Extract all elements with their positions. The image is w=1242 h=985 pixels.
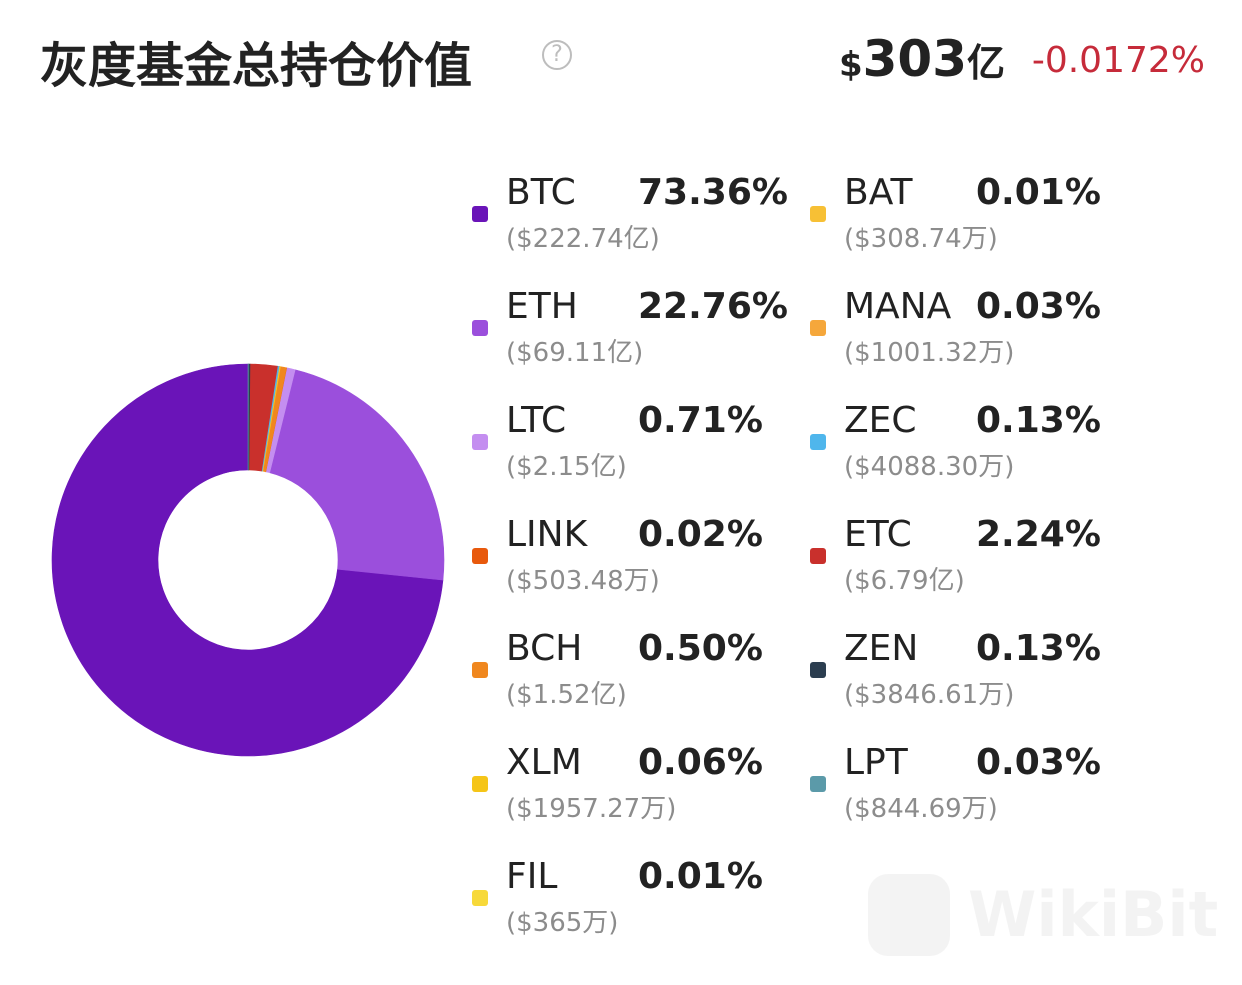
legend-percent: 73.36% bbox=[638, 172, 788, 213]
legend-value: ($1001.32万) bbox=[844, 338, 1015, 368]
legend-item-lpt[interactable]: LPT 0.03% ($844.69万) bbox=[810, 742, 1130, 824]
question-circle-icon[interactable]: ? bbox=[542, 40, 572, 70]
legend-symbol: BTC bbox=[506, 172, 576, 213]
legend-swatch bbox=[810, 320, 826, 336]
legend-item-xlm[interactable]: XLM 0.06% ($1957.27万) bbox=[472, 742, 792, 824]
legend-value: ($503.48万) bbox=[506, 566, 660, 596]
total-value: $303亿 bbox=[839, 30, 1005, 88]
legend-item-mana[interactable]: MANA 0.03% ($1001.32万) bbox=[810, 286, 1130, 368]
legend-swatch bbox=[810, 548, 826, 564]
legend-value: ($3846.61万) bbox=[844, 680, 1015, 710]
legend-item-bch[interactable]: BCH 0.50% ($1.52亿) bbox=[472, 628, 792, 710]
legend-item-etc[interactable]: ETC 2.24% ($6.79亿) bbox=[810, 514, 1130, 596]
legend-swatch bbox=[472, 434, 488, 450]
legend-percent: 0.06% bbox=[638, 742, 763, 783]
wikibit-logo-icon bbox=[868, 874, 950, 956]
legend-symbol: FIL bbox=[506, 856, 558, 897]
legend-swatch bbox=[472, 206, 488, 222]
legend-swatch bbox=[472, 548, 488, 564]
legend-percent: 22.76% bbox=[638, 286, 788, 327]
legend-item-btc[interactable]: BTC 73.36% ($222.74亿) bbox=[472, 172, 792, 254]
legend-symbol: ETH bbox=[506, 286, 578, 327]
legend-value: ($2.15亿) bbox=[506, 452, 627, 482]
legend-item-ltc[interactable]: LTC 0.71% ($2.15亿) bbox=[472, 400, 792, 482]
legend-swatch bbox=[810, 776, 826, 792]
legend-item-eth[interactable]: ETH 22.76% ($69.11亿) bbox=[472, 286, 792, 368]
legend-value: ($69.11亿) bbox=[506, 338, 644, 368]
legend-swatch bbox=[472, 662, 488, 678]
legend-item-zen[interactable]: ZEN 0.13% ($3846.61万) bbox=[810, 628, 1130, 710]
legend-swatch bbox=[472, 776, 488, 792]
legend-percent: 0.03% bbox=[976, 286, 1101, 327]
legend-value: ($6.79亿) bbox=[844, 566, 965, 596]
legend-percent: 0.01% bbox=[976, 172, 1101, 213]
legend-symbol: BAT bbox=[844, 172, 913, 213]
legend-percent: 0.71% bbox=[638, 400, 763, 441]
legend-percent: 0.03% bbox=[976, 742, 1101, 783]
total-currency: $ bbox=[838, 45, 863, 85]
donut-slice-eth[interactable] bbox=[269, 369, 445, 581]
legend-item-fil[interactable]: FIL 0.01% ($365万) bbox=[472, 856, 792, 938]
change-percent: -0.0172% bbox=[1031, 40, 1205, 81]
legend-symbol: BCH bbox=[506, 628, 583, 669]
legend-swatch bbox=[810, 206, 826, 222]
header: 灰度基金总持仓价值 ? $303亿 -0.0172% bbox=[40, 22, 1205, 94]
legend-value: ($308.74万) bbox=[844, 224, 998, 254]
page-title: 灰度基金总持仓价值 bbox=[40, 38, 473, 94]
donut-slice-btc[interactable] bbox=[51, 363, 444, 757]
legend-value: ($222.74亿) bbox=[506, 224, 660, 254]
legend-symbol: LINK bbox=[506, 514, 588, 555]
legend-swatch bbox=[472, 320, 488, 336]
legend-symbol: LTC bbox=[506, 400, 567, 441]
legend-percent: 2.24% bbox=[976, 514, 1101, 555]
legend-symbol: ZEC bbox=[844, 400, 917, 441]
legend-swatch bbox=[810, 434, 826, 450]
legend-symbol: XLM bbox=[506, 742, 582, 783]
legend-value: ($4088.30万) bbox=[844, 452, 1015, 482]
legend-percent: 0.02% bbox=[638, 514, 763, 555]
legend-percent: 0.13% bbox=[976, 400, 1101, 441]
legend-item-bat[interactable]: BAT 0.01% ($308.74万) bbox=[810, 172, 1130, 254]
legend-percent: 0.01% bbox=[638, 856, 763, 897]
legend-item-zec[interactable]: ZEC 0.13% ($4088.30万) bbox=[810, 400, 1130, 482]
legend-value: ($844.69万) bbox=[844, 794, 998, 824]
donut-chart bbox=[51, 363, 445, 757]
legend-value: ($1957.27万) bbox=[506, 794, 677, 824]
watermark-text: WikiBit bbox=[968, 878, 1219, 951]
legend-swatch bbox=[810, 662, 826, 678]
legend-percent: 0.50% bbox=[638, 628, 763, 669]
legend-value: ($365万) bbox=[506, 908, 619, 938]
legend-item-link[interactable]: LINK 0.02% ($503.48万) bbox=[472, 514, 792, 596]
legend-symbol: MANA bbox=[844, 286, 952, 327]
legend-symbol: ETC bbox=[844, 514, 912, 555]
watermark: WikiBit bbox=[868, 870, 1228, 960]
legend-value: ($1.52亿) bbox=[506, 680, 627, 710]
legend-symbol: LPT bbox=[844, 742, 908, 783]
legend-symbol: ZEN bbox=[844, 628, 919, 669]
legend-swatch bbox=[472, 890, 488, 906]
legend-percent: 0.13% bbox=[976, 628, 1101, 669]
total-unit: 亿 bbox=[966, 41, 1005, 85]
total-number: 303 bbox=[862, 30, 967, 88]
